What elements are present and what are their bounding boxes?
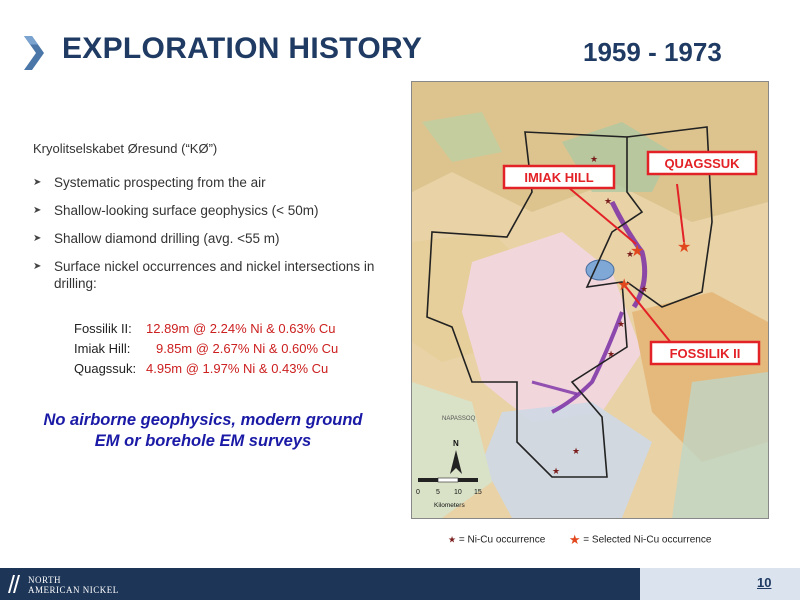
result-label: Quagssuk: (74, 361, 137, 376)
survey-note: No airborne geophysics, modern ground EM… (43, 411, 363, 450)
company-name: Kryolitselskabet Øresund (“KØ”) (33, 141, 218, 156)
drill-results: Fossilik II: 12.89m @ 2.24% Ni & 0.63% Cu… (74, 319, 338, 379)
years-range: 1959 - 1973 (583, 37, 722, 67)
result-row: Fossilik II: 12.89m @ 2.24% Ni & 0.63% Cu (74, 319, 338, 339)
bullet-list: ➤ Systematic prospecting from the air ➤ Sh… (33, 174, 403, 303)
bullet-arrow-icon: ➤ (33, 177, 42, 188)
ni-cu-star-icon: ★ (448, 534, 457, 545)
result-value: 9.85m @ 2.67% Ni & 0.60% Cu (156, 341, 339, 356)
place-label: NAPASSOQ (442, 416, 476, 422)
result-row: Imiak Hill: 9.85m @ 2.67% Ni & 0.60% Cu (74, 339, 338, 359)
svg-text:N: N (453, 439, 459, 448)
result-value: 4.95m @ 1.97% Ni & 0.43% Cu (146, 361, 329, 376)
page-number: 10 (757, 575, 772, 590)
map-legend: ★ = Ni-Cu occurrence ★ = Selected Ni-Cu … (448, 532, 711, 548)
bullet-item: ➤ Surface nickel occurrences and nickel i… (33, 258, 403, 292)
bullet-arrow-icon: ➤ (33, 205, 42, 216)
result-label: Imiak Hill: (74, 341, 131, 356)
svg-text:★: ★ (617, 319, 625, 329)
company-logo: NORTH AMERICAN NICKEL (6, 573, 156, 597)
logo-text: NORTH AMERICAN NICKEL (28, 575, 119, 595)
svg-text:★: ★ (552, 466, 560, 476)
callout-imiak-hill: IMIAK HILL (502, 164, 616, 190)
result-value: 12.89m @ 2.24% Ni & 0.63% Cu (146, 321, 336, 336)
svg-text:★: ★ (677, 239, 691, 256)
svg-text:0: 0 (416, 489, 420, 496)
scale-bar: 0 5 10 15 Kilometers (416, 477, 482, 509)
chevron-icon (24, 36, 44, 70)
svg-text:Kilometers: Kilometers (434, 502, 465, 509)
logo-line2: AMERICAN NICKEL (28, 585, 119, 595)
map-canvas: ★ ★ ★ ★ ★ ★ ★ ★ ★ ★ ★ IMIAK HILL QUAGSSU… (412, 82, 768, 518)
bullet-item: ➤ Systematic prospecting from the air (33, 174, 403, 191)
north-arrow: N (450, 439, 462, 474)
result-label: Fossilik II: (74, 321, 132, 336)
svg-text:★: ★ (572, 446, 580, 456)
bullet-text: Systematic prospecting from the air (54, 175, 266, 190)
callout-quagssuk: QUAGSSUK (646, 150, 758, 176)
legend-selected: = Selected Ni-Cu occurrence (583, 534, 712, 546)
svg-text:★: ★ (607, 349, 615, 359)
svg-text:★: ★ (604, 196, 612, 206)
logo-line1: NORTH (28, 575, 61, 585)
svg-text:★: ★ (640, 284, 648, 294)
svg-text:QUAGSSUK: QUAGSSUK (664, 156, 740, 171)
logo-mark-icon (8, 575, 20, 593)
bullet-text: Surface nickel occurrences and nickel in… (54, 259, 375, 291)
legend-ni-cu: = Ni-Cu occurrence (458, 534, 546, 546)
bullet-item: ➤ Shallow-looking surface geophysics (< 5… (33, 202, 403, 219)
svg-text:15: 15 (474, 489, 482, 496)
geology-map: ★ ★ ★ ★ ★ ★ ★ ★ ★ ★ ★ IMIAK HILL QUAGSSU… (411, 81, 769, 519)
svg-text:★: ★ (630, 243, 644, 260)
ni-cu-occurrences: ★ ★ ★ ★ ★ ★ ★ ★ (552, 154, 648, 476)
bullet-arrow-icon: ➤ (33, 261, 42, 272)
svg-text:10: 10 (454, 489, 462, 496)
svg-text:IMIAK HILL: IMIAK HILL (524, 170, 593, 185)
result-row: Quagssuk: 4.95m @ 1.97% Ni & 0.43% Cu (74, 359, 338, 379)
bullet-item: ➤ Shallow diamond drilling (avg. <55 m) (33, 230, 403, 247)
svg-text:★: ★ (590, 154, 598, 164)
bullet-text: Shallow-looking surface geophysics (< 50… (54, 203, 319, 218)
svg-text:FOSSILIK II: FOSSILIK II (670, 346, 741, 361)
selected-star-icon: ★ (568, 532, 581, 547)
callout-fossilik-ii: FOSSILIK II (649, 340, 761, 366)
bullet-text: Shallow diamond drilling (avg. <55 m) (54, 231, 280, 246)
page-title: EXPLORATION HISTORY (62, 32, 423, 65)
bullet-arrow-icon: ➤ (33, 233, 42, 244)
svg-text:★: ★ (626, 249, 634, 259)
svg-text:5: 5 (436, 489, 440, 496)
footer-accent (640, 568, 800, 600)
footer-bar (0, 568, 800, 600)
